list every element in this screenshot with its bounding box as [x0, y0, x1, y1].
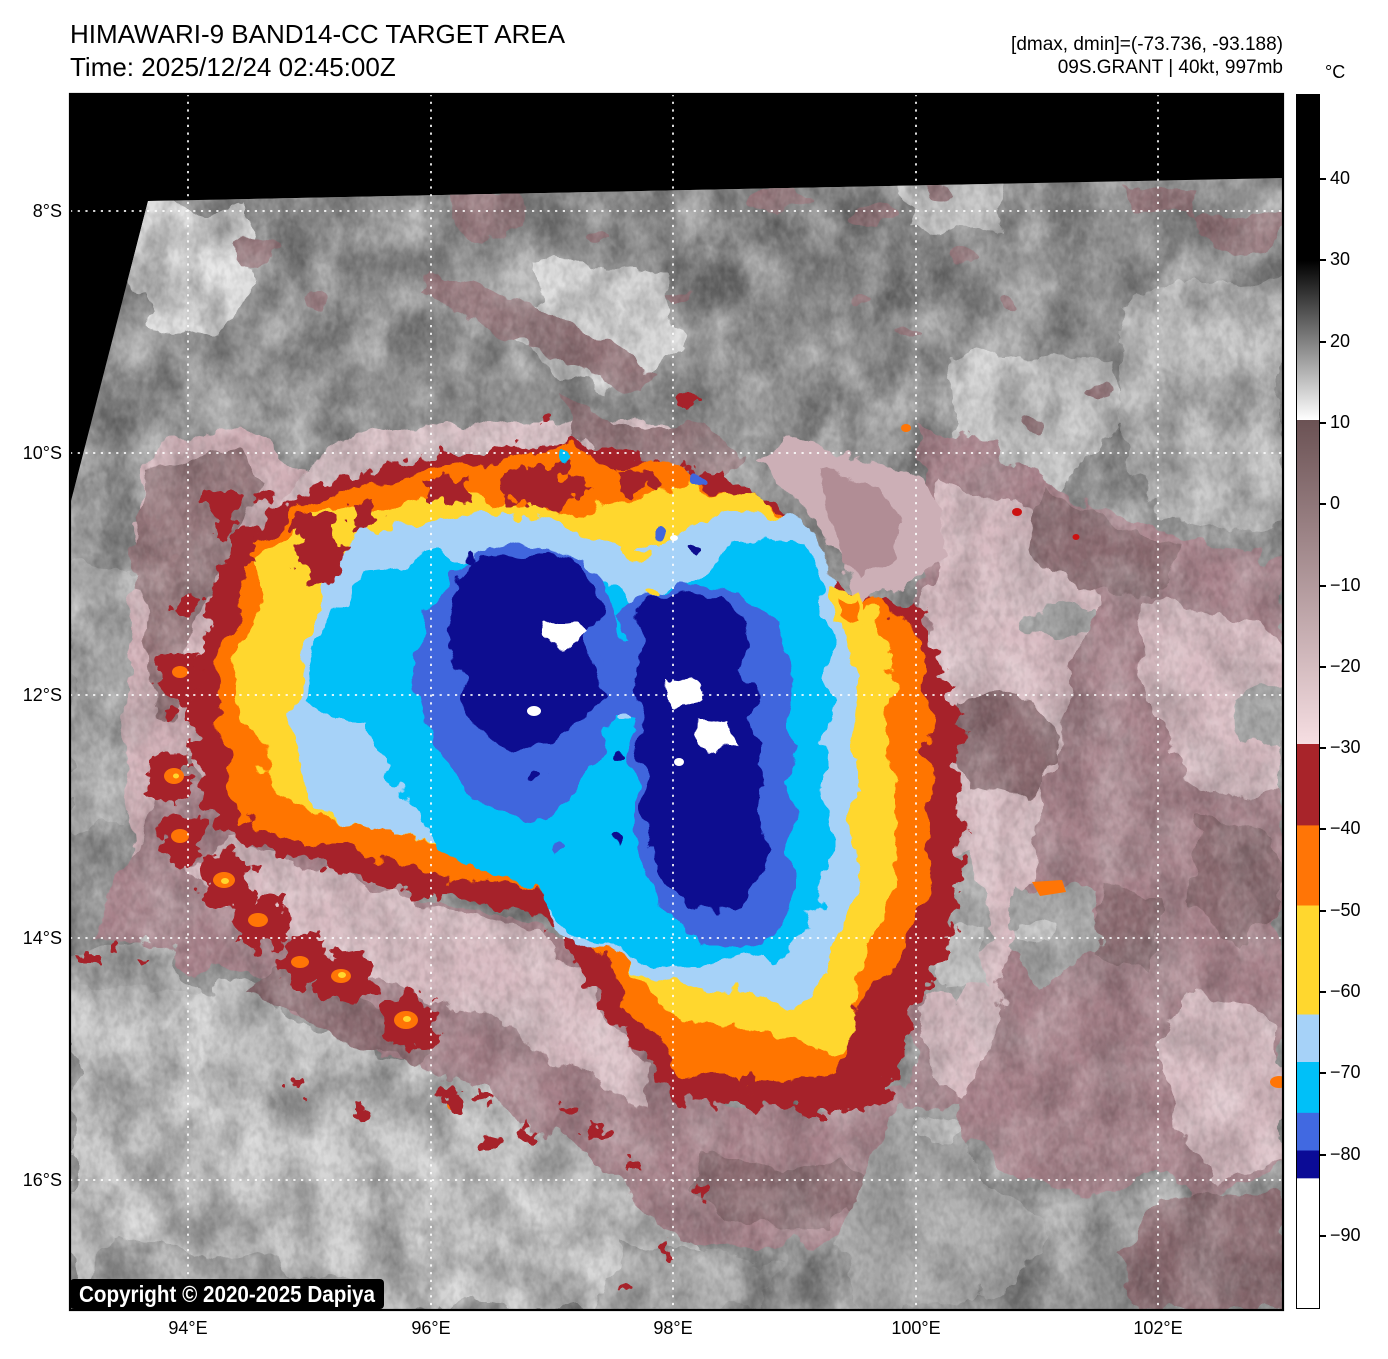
svg-text:Copyright © 2020-2025 Dapiya: Copyright © 2020-2025 Dapiya — [79, 1281, 375, 1307]
